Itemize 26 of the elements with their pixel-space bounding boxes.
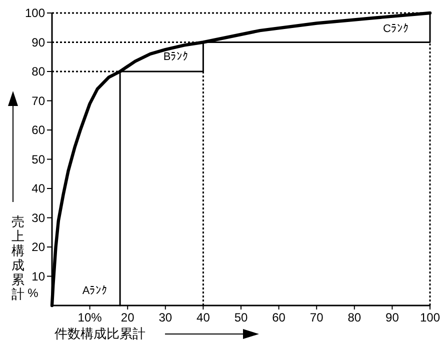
y-tick-label: 100 (24, 6, 46, 20)
x-tick-label: 70 (310, 310, 324, 324)
x-tick-label: 10% (78, 310, 102, 324)
x-tick-label: 50 (234, 310, 248, 324)
x-tick-label: 30 (158, 310, 172, 324)
y-axis-title: 売上構成累計 (12, 214, 24, 302)
x-tick-label: 60 (272, 310, 286, 324)
text: % (28, 286, 39, 300)
y-tick-label: 90 (32, 35, 46, 50)
annotation: Bﾗﾝｸ (163, 51, 189, 63)
y-tick-label: 30 (32, 210, 46, 225)
x-tick-label: 40 (196, 310, 210, 324)
x-axis-title: 件数構成比累計 (54, 326, 146, 341)
annotation: Aﾗﾝｸ (82, 285, 108, 297)
y-tick-label: 20 (32, 240, 46, 254)
y-tick-label: 50 (32, 152, 46, 166)
x-tick-label: 100 (420, 310, 440, 324)
x-tick-label: 20 (120, 310, 135, 324)
annotation: Cﾗﾝｸ (383, 23, 409, 35)
y-tick-label: 40 (32, 182, 46, 196)
y-tick-label: 70 (32, 94, 46, 108)
y-tick-label: 80 (32, 64, 46, 78)
y-tick-label: 60 (32, 123, 46, 137)
x-tick-label: 90 (386, 310, 400, 324)
x-tick-label: 80 (348, 310, 362, 324)
y-tick-label: 10 (32, 269, 46, 284)
